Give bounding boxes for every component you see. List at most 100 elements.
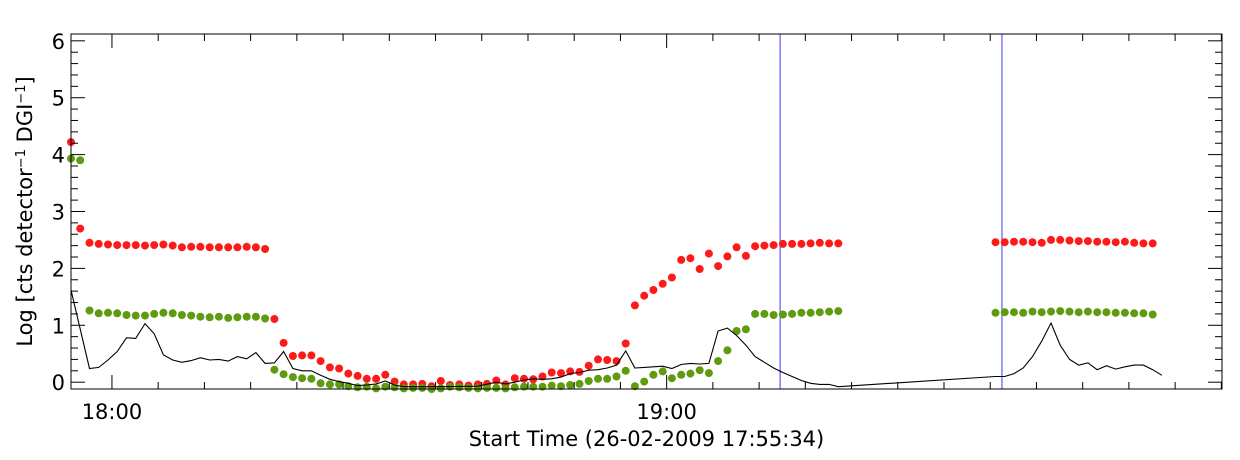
series-1-point xyxy=(196,242,205,251)
series-2-point xyxy=(760,309,769,318)
series-1-point xyxy=(1102,237,1111,246)
series-1-point xyxy=(1148,239,1157,248)
series-1-point xyxy=(316,357,325,366)
series-2-point xyxy=(1093,308,1102,317)
series-1-point xyxy=(667,273,676,282)
series-1-point xyxy=(122,241,131,250)
series-2-point xyxy=(307,374,316,383)
series-2-point xyxy=(1102,308,1111,317)
series-1-point xyxy=(649,286,658,294)
series-2-point xyxy=(251,312,260,321)
series-1-point xyxy=(76,224,85,233)
series-1-point xyxy=(760,241,769,250)
series-2-point xyxy=(621,366,630,375)
series-2-point xyxy=(372,384,381,393)
series-1-point xyxy=(612,357,621,366)
series-1-point xyxy=(362,374,371,383)
series-2-point xyxy=(1010,308,1018,317)
series-1-point xyxy=(723,252,732,261)
x-tick-label: 18:00 xyxy=(82,400,143,424)
series-2-point xyxy=(575,379,584,388)
series-1-point xyxy=(1065,236,1074,245)
series-1-point xyxy=(797,239,806,248)
series-2-point xyxy=(436,384,445,393)
series-2-point xyxy=(677,370,686,379)
series-1-point xyxy=(695,265,704,273)
y-tick-label: 1 xyxy=(52,314,65,338)
y-tick-label: 2 xyxy=(52,257,65,281)
series-2-point xyxy=(455,383,464,392)
series-1-point xyxy=(1056,235,1065,244)
series-2-point xyxy=(316,379,325,388)
series-1-point xyxy=(658,279,667,288)
series-2-point xyxy=(1120,308,1129,317)
series-line-black xyxy=(70,289,1163,388)
series-2-point xyxy=(141,311,149,320)
series-2-point xyxy=(732,327,741,335)
series-2-point xyxy=(658,367,667,376)
y-axis-title-end: ] xyxy=(13,76,37,84)
series-1-point xyxy=(594,355,602,364)
series-2-point xyxy=(741,325,750,334)
series-1-point xyxy=(538,372,547,381)
series-2-point xyxy=(603,374,612,383)
series-2-point xyxy=(104,308,112,317)
series-1-point xyxy=(1000,238,1009,247)
series-1-point xyxy=(991,238,1000,247)
series-1-point xyxy=(131,241,140,250)
series-2-point xyxy=(1139,309,1148,318)
series-1-point xyxy=(686,254,695,263)
series-1-point xyxy=(704,249,713,258)
series-2-point xyxy=(242,312,251,321)
series-2-point xyxy=(298,374,307,383)
series-1-point xyxy=(621,339,630,348)
series-2-point xyxy=(991,308,1000,317)
y-tick-label: 3 xyxy=(52,201,65,225)
series-1-point xyxy=(547,368,556,377)
series-2-point xyxy=(224,313,233,322)
series-1-point xyxy=(1047,235,1055,244)
series-2-point xyxy=(464,383,473,392)
series-1-point xyxy=(1093,237,1102,246)
series-1-point xyxy=(575,367,584,376)
series-2-point xyxy=(279,370,288,379)
series-1-point xyxy=(205,243,214,252)
series-1-point xyxy=(224,243,233,252)
series-1-point xyxy=(187,242,196,251)
series-1-point xyxy=(714,262,723,271)
series-2-point xyxy=(769,311,778,319)
series-2-point xyxy=(547,381,556,390)
series-1-point xyxy=(520,374,528,383)
y-axis-title-sup1: −1 xyxy=(14,149,29,168)
series-2-point xyxy=(649,370,658,379)
series-1-point xyxy=(510,374,519,383)
series-2-point xyxy=(815,308,824,317)
axis-ticks xyxy=(71,34,1222,389)
series-2-point xyxy=(667,374,676,383)
series-2-point xyxy=(187,311,196,320)
series-1-point xyxy=(168,241,177,250)
series-1-point xyxy=(741,251,750,260)
series-2-point xyxy=(1148,310,1157,319)
x-tick-label: 19:00 xyxy=(636,400,697,424)
series-2-point xyxy=(751,309,760,318)
series-2-point xyxy=(1083,307,1092,316)
series-2-point xyxy=(1130,309,1139,318)
y-axis-title-sup2: −1 xyxy=(14,85,29,104)
series-2-point xyxy=(1000,308,1009,317)
series-1-point xyxy=(141,241,149,250)
series-2-point xyxy=(122,311,131,319)
series-1-point xyxy=(159,240,168,249)
series-1-point xyxy=(751,242,760,251)
series-2-point xyxy=(612,372,621,381)
series-2-point xyxy=(510,383,519,392)
series-1-point xyxy=(325,363,334,372)
series-2-point xyxy=(825,307,834,316)
series-1-point xyxy=(307,351,316,360)
series-1-point xyxy=(1074,237,1083,246)
series-2-point xyxy=(270,365,279,374)
series-1-point xyxy=(381,370,390,379)
series-1-point xyxy=(834,239,843,248)
series-1-point xyxy=(104,240,112,249)
series-1-point xyxy=(584,361,593,370)
